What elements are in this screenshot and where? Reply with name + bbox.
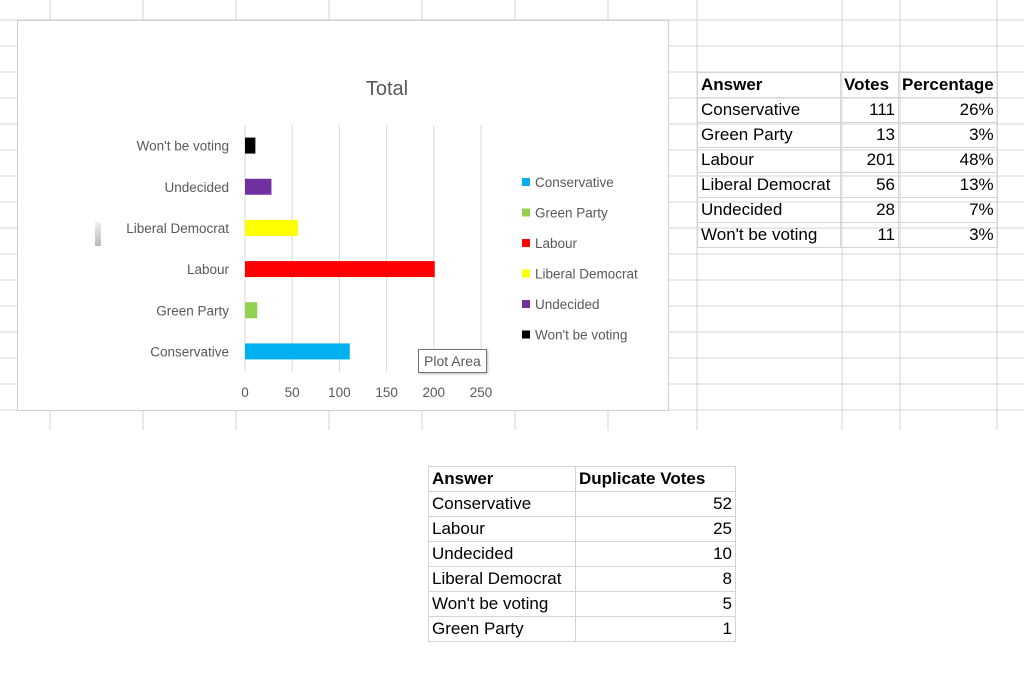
x-tick-label: 100 [328,385,351,400]
legend-entry[interactable]: Labour [535,236,578,251]
results-table: Answer Votes Percentage Conservative 111… [697,72,998,248]
header-answer[interactable]: Answer [697,72,841,98]
category-label: Conservative [150,344,229,359]
answer-cell[interactable]: Undecided [428,541,576,567]
votes-cell[interactable]: 111 [840,97,899,123]
duplicate-votes-table: Answer Duplicate Votes Conservative 52 L… [428,466,736,642]
table-row: Undecided 28 7% [697,197,998,223]
answer-cell[interactable]: Labour [428,516,576,542]
answer-cell[interactable]: Won't be voting [428,591,576,617]
x-tick-label: 200 [423,385,446,400]
table-row: Liberal Democrat 8 [428,566,736,592]
category-label: Won't be voting [137,139,229,154]
answer-cell[interactable]: Labour [697,147,841,173]
bar[interactable] [245,137,256,154]
bar[interactable] [245,178,272,195]
bar[interactable] [245,343,350,360]
answer-cell[interactable]: Conservative [697,97,841,123]
legend-entry[interactable]: Conservative [535,175,614,190]
votes-cell[interactable]: 28 [840,197,899,223]
category-label: Green Party [156,303,229,318]
table-row: Liberal Democrat 56 13% [697,172,998,198]
answer-cell[interactable]: Liberal Democrat [697,172,841,198]
percentage-cell[interactable]: 3% [898,122,998,148]
duplicate-votes-cell[interactable]: 5 [575,591,736,617]
category-label: Labour [187,262,230,277]
percentage-cell[interactable]: 48% [898,147,998,173]
chart-title[interactable]: Total [366,78,408,100]
bar[interactable] [245,302,258,319]
header-answer[interactable]: Answer [428,466,576,492]
legend-entry[interactable]: Undecided [535,297,600,312]
duplicate-votes-cell[interactable]: 8 [575,566,736,592]
answer-cell[interactable]: Won't be voting [697,222,841,248]
x-tick-label: 150 [375,385,398,400]
table-row: Conservative 111 26% [697,97,998,123]
bar[interactable] [245,261,435,278]
answer-cell[interactable]: Liberal Democrat [428,566,576,592]
duplicate-votes-cell[interactable]: 25 [575,516,736,542]
answer-cell[interactable]: Undecided [697,197,841,223]
votes-cell[interactable]: 13 [840,122,899,148]
chart-resize-handle[interactable] [95,222,101,246]
legend-swatch [522,208,530,217]
table-header-row: Answer Duplicate Votes [428,466,736,492]
legend-swatch [522,239,530,247]
table-header-row: Answer Votes Percentage [697,72,998,98]
legend-swatch [522,269,530,278]
category-label: Undecided [164,180,229,195]
percentage-cell[interactable]: 26% [898,97,998,123]
answer-cell[interactable]: Green Party [697,122,841,148]
table-row: Won't be voting 5 [428,591,736,617]
plot-area-tooltip: Plot Area [418,349,487,373]
legend-swatch [522,300,530,308]
votes-cell[interactable]: 56 [840,172,899,198]
votes-cell[interactable]: 201 [840,147,899,173]
percentage-cell[interactable]: 13% [898,172,998,198]
bar[interactable] [245,219,298,236]
legend-swatch [522,178,530,186]
legend-entry[interactable]: Green Party [535,206,608,221]
header-votes[interactable]: Votes [840,72,899,98]
legend-entry[interactable]: Won't be voting [535,328,627,343]
percentage-cell[interactable]: 3% [898,222,998,248]
answer-cell[interactable]: Conservative [428,491,576,517]
duplicate-votes-cell[interactable]: 52 [575,491,736,517]
x-tick-label: 50 [285,385,300,400]
chart-legend[interactable]: Conservative Green Party Labour Liberal Dem… [522,175,638,343]
table-row: Conservative 52 [428,491,736,517]
legend-entry[interactable]: Liberal Democrat [535,267,638,282]
table-row: Undecided 10 [428,541,736,567]
chart-canvas[interactable]: Total 0 50 100 150 200 250 Conservative Green P… [18,21,668,410]
table-row: Won't be voting 11 3% [697,222,998,248]
legend-swatch [522,330,530,339]
duplicate-votes-cell[interactable]: 10 [575,541,736,567]
category-label: Liberal Democrat [126,221,229,236]
percentage-cell[interactable]: 7% [898,197,998,223]
bar-chart[interactable]: Total 0 50 100 150 200 250 Conservative Green P… [17,20,669,411]
table-row: Labour 201 48% [697,147,998,173]
answer-cell[interactable]: Green Party [428,616,576,642]
x-tick-label: 0 [241,385,249,400]
table-row: Green Party 1 [428,616,736,642]
plot-area[interactable]: 0 50 100 150 200 250 Conservative Green Party La… [126,125,492,400]
table-row: Green Party 13 3% [697,122,998,148]
x-tick-label: 250 [470,385,493,400]
duplicate-votes-cell[interactable]: 1 [575,616,736,642]
table-row: Labour 25 [428,516,736,542]
header-duplicate-votes[interactable]: Duplicate Votes [575,466,736,492]
votes-cell[interactable]: 11 [840,222,899,248]
header-percentage[interactable]: Percentage [898,72,998,98]
